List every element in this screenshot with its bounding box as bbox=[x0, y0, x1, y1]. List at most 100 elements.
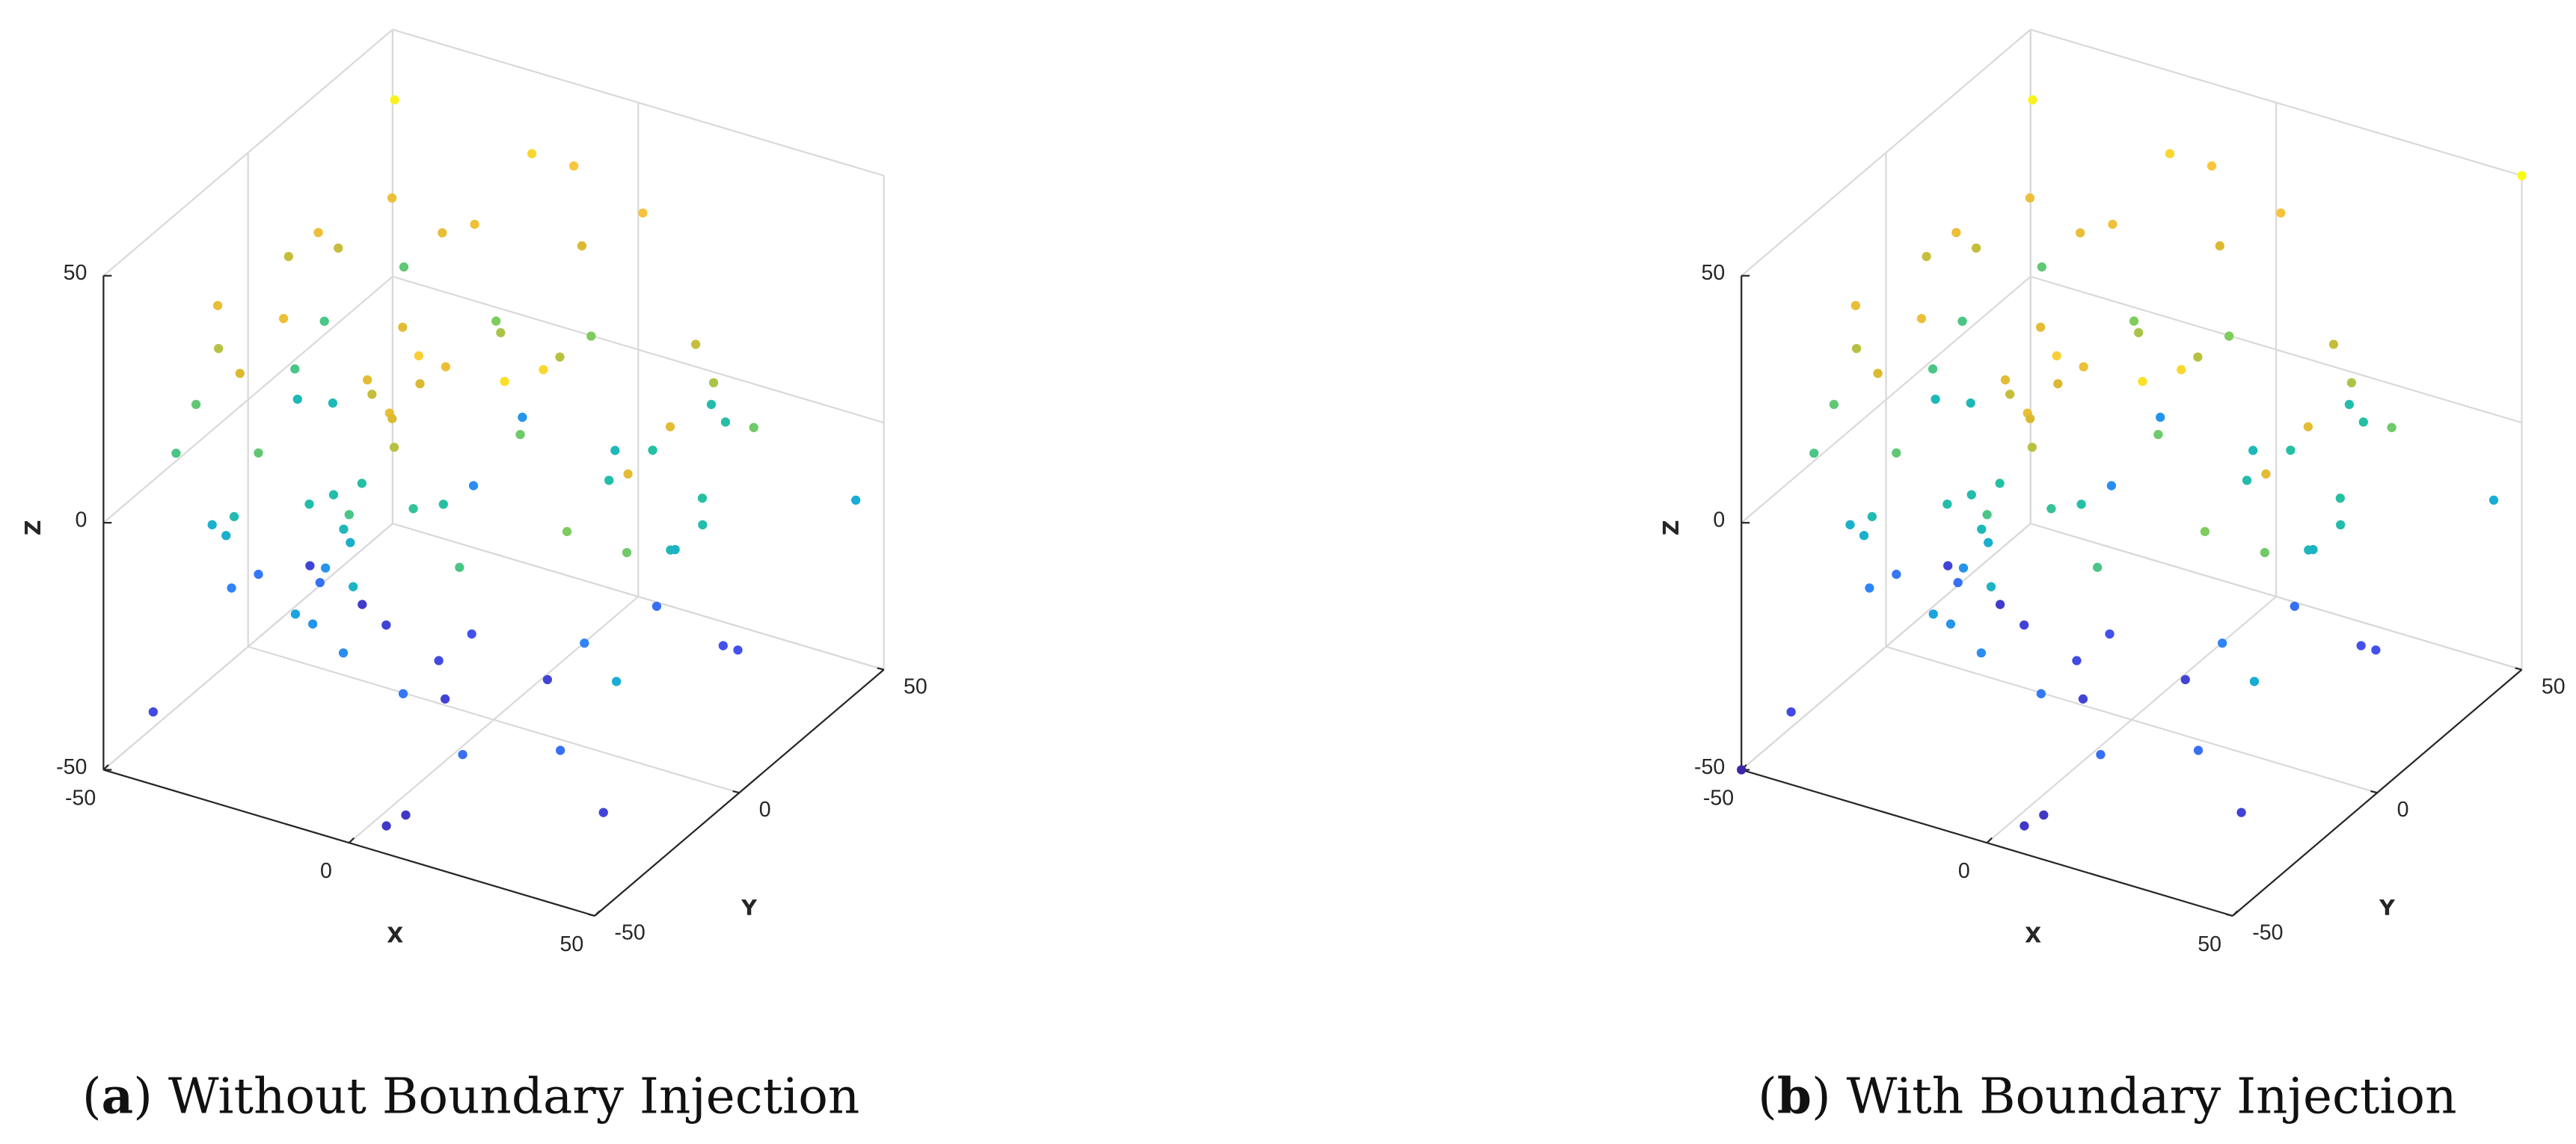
point bbox=[2036, 322, 2046, 332]
point bbox=[2027, 443, 2037, 452]
tick-mark bbox=[2225, 913, 2233, 917]
point bbox=[2046, 504, 2056, 514]
point bbox=[349, 582, 358, 591]
point bbox=[338, 648, 349, 658]
point bbox=[415, 379, 425, 389]
point bbox=[346, 538, 355, 547]
y-tick-label: 0 bbox=[759, 798, 771, 822]
grid-line bbox=[392, 523, 884, 671]
point bbox=[1931, 394, 1940, 405]
point bbox=[398, 322, 408, 332]
caption-part: a bbox=[102, 1066, 134, 1125]
tick-mark bbox=[877, 667, 884, 671]
point bbox=[2286, 445, 2296, 455]
point bbox=[1892, 448, 1901, 458]
point bbox=[2276, 208, 2286, 218]
point bbox=[2129, 316, 2139, 326]
grid-line bbox=[1741, 28, 2031, 277]
point bbox=[171, 448, 181, 458]
tick-mark bbox=[348, 837, 355, 843]
point bbox=[290, 609, 301, 619]
point bbox=[1966, 490, 1976, 499]
point bbox=[207, 520, 217, 529]
point bbox=[214, 344, 224, 354]
point bbox=[381, 821, 391, 831]
point bbox=[2290, 601, 2299, 611]
point bbox=[229, 511, 239, 522]
point bbox=[2052, 351, 2061, 360]
point bbox=[1928, 609, 1938, 619]
point bbox=[697, 493, 708, 503]
y-tick-label: 50 bbox=[2542, 674, 2566, 698]
point bbox=[539, 365, 548, 375]
point bbox=[357, 479, 367, 488]
point bbox=[496, 327, 506, 338]
point bbox=[414, 351, 424, 360]
y-tick-label: 0 bbox=[2397, 798, 2409, 822]
point bbox=[500, 377, 509, 387]
point bbox=[733, 645, 743, 655]
point bbox=[2335, 493, 2345, 503]
point bbox=[2005, 390, 2015, 399]
point bbox=[518, 412, 527, 422]
point bbox=[235, 369, 245, 378]
point bbox=[1971, 243, 1981, 253]
point bbox=[2165, 149, 2175, 159]
point bbox=[313, 227, 323, 238]
point bbox=[720, 417, 731, 427]
point bbox=[1945, 619, 1956, 629]
tick-mark bbox=[588, 913, 595, 917]
z-axis-label: Z bbox=[1659, 520, 1684, 535]
point bbox=[527, 149, 537, 159]
point bbox=[622, 547, 632, 558]
point bbox=[2215, 241, 2224, 250]
point bbox=[577, 241, 587, 250]
point bbox=[2242, 476, 2252, 485]
point bbox=[555, 352, 565, 362]
point bbox=[491, 316, 501, 326]
point bbox=[611, 677, 622, 686]
point bbox=[290, 364, 300, 374]
point bbox=[1892, 569, 1901, 579]
point bbox=[1976, 648, 1987, 658]
point bbox=[2108, 219, 2117, 230]
point bbox=[2153, 429, 2163, 440]
caption: (b) With Boundary Injection bbox=[1758, 1066, 2456, 1125]
z-axis-label: Z bbox=[21, 520, 46, 535]
point bbox=[2093, 562, 2103, 572]
point bbox=[2328, 339, 2339, 349]
y-axis-label: Y bbox=[2379, 896, 2395, 920]
point bbox=[2180, 674, 2190, 685]
point bbox=[381, 620, 391, 630]
point bbox=[328, 398, 338, 408]
point bbox=[638, 208, 648, 218]
point bbox=[2036, 689, 2046, 698]
grid-line bbox=[2030, 28, 2522, 176]
point bbox=[2138, 377, 2147, 387]
point bbox=[441, 362, 450, 372]
grid-line bbox=[1741, 276, 2031, 523]
point bbox=[307, 619, 318, 629]
point bbox=[1966, 398, 1975, 408]
point bbox=[434, 656, 444, 665]
point bbox=[1845, 520, 1855, 529]
y-tick-label: 50 bbox=[904, 674, 927, 698]
point bbox=[2249, 677, 2260, 686]
point bbox=[2156, 412, 2165, 422]
tick-mark bbox=[2515, 667, 2522, 671]
point bbox=[2079, 362, 2088, 372]
point bbox=[1957, 316, 1967, 326]
point bbox=[467, 629, 476, 639]
x-tick-label: 0 bbox=[1958, 859, 1970, 883]
caption-part: b bbox=[1777, 1066, 1812, 1125]
point bbox=[2303, 422, 2313, 431]
point bbox=[458, 749, 467, 760]
point bbox=[598, 808, 608, 817]
point bbox=[1873, 369, 1883, 378]
point bbox=[623, 469, 633, 479]
point bbox=[749, 422, 758, 432]
point bbox=[1867, 511, 1877, 522]
point bbox=[1786, 707, 1796, 717]
grid-line bbox=[2030, 275, 2522, 424]
grid-line bbox=[102, 276, 393, 523]
